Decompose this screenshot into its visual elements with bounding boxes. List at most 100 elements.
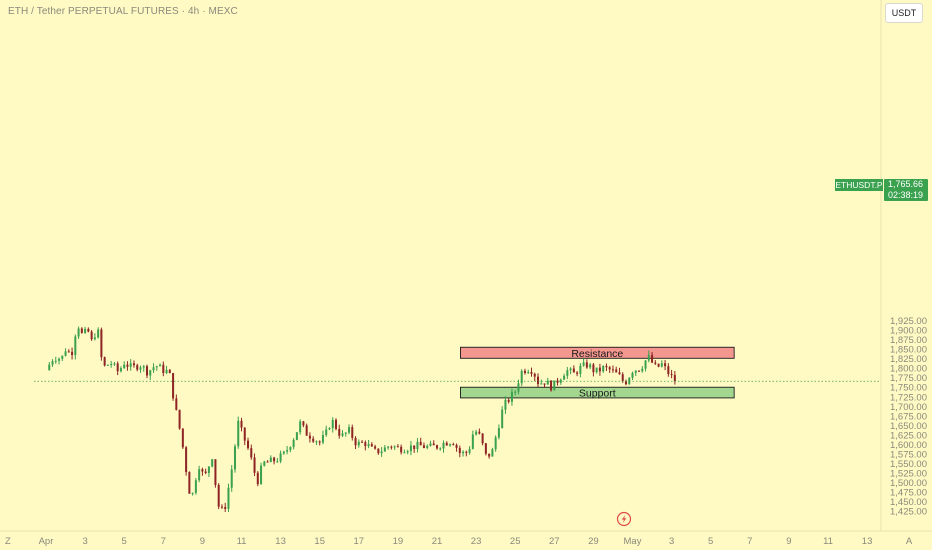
candle-body bbox=[312, 438, 315, 442]
candle-body bbox=[328, 428, 331, 430]
candle-body bbox=[364, 442, 367, 447]
candle-body bbox=[175, 398, 178, 410]
candle-body bbox=[295, 432, 298, 440]
last-price-value: 1,765.66 bbox=[888, 179, 924, 189]
y-tick-label: 1,800.00 bbox=[890, 364, 927, 375]
candle-body bbox=[657, 363, 660, 367]
x-tick-label: May bbox=[624, 536, 642, 547]
candle-body bbox=[58, 358, 61, 361]
candle-body bbox=[198, 469, 201, 481]
candle-body bbox=[507, 399, 510, 402]
x-tick-label: 5 bbox=[708, 536, 713, 547]
candle-body bbox=[260, 465, 263, 485]
resistance-zone[interactable] bbox=[460, 346, 735, 359]
y-tick-label: 1,875.00 bbox=[890, 335, 927, 346]
candle-body bbox=[103, 357, 106, 366]
candle-body bbox=[458, 447, 461, 454]
candle-body bbox=[126, 364, 129, 367]
x-tick-label: Apr bbox=[39, 536, 54, 547]
y-tick-label: 1,675.00 bbox=[890, 411, 927, 422]
candle-body bbox=[191, 492, 194, 494]
axis-corner-left[interactable]: Z bbox=[5, 536, 11, 547]
candle-body bbox=[110, 364, 113, 366]
candle-body bbox=[530, 372, 533, 374]
candle-body bbox=[93, 337, 96, 340]
candle-body bbox=[527, 372, 530, 374]
y-tick-label: 1,725.00 bbox=[890, 392, 927, 403]
candle-body bbox=[71, 351, 74, 356]
candle-body bbox=[465, 451, 468, 453]
x-tick-label: 17 bbox=[354, 536, 365, 547]
candle-body bbox=[253, 457, 256, 473]
candle-body bbox=[351, 427, 354, 438]
candle-body bbox=[520, 370, 523, 384]
candle-body bbox=[348, 427, 351, 433]
candle-body bbox=[331, 419, 334, 429]
price-axis[interactable]: 1,925.001,900.001,875.001,850.001,825.00… bbox=[890, 316, 927, 517]
candle-body bbox=[354, 437, 357, 446]
candle-body bbox=[651, 354, 654, 363]
candle-body bbox=[484, 443, 487, 454]
countdown-timer: 02:38:19 bbox=[888, 190, 924, 200]
candle-body bbox=[149, 370, 152, 376]
candle-body bbox=[194, 480, 197, 493]
candle-body bbox=[308, 435, 311, 439]
candle-body bbox=[142, 366, 145, 368]
candle-body bbox=[299, 421, 302, 433]
candle-body bbox=[429, 443, 432, 446]
candle-body bbox=[344, 432, 347, 434]
candle-body bbox=[100, 329, 103, 358]
candle-body bbox=[305, 425, 308, 436]
x-tick-label: 11 bbox=[237, 536, 247, 547]
y-tick-label: 1,900.00 bbox=[890, 326, 927, 337]
candle-body bbox=[582, 362, 585, 366]
last-price-tag: 1,765.66 02:38:19 bbox=[884, 179, 928, 201]
candle-body bbox=[159, 364, 162, 367]
y-tick-label: 1,825.00 bbox=[890, 354, 927, 365]
x-tick-label: 7 bbox=[161, 536, 166, 547]
candle-body bbox=[116, 363, 119, 372]
candle-body bbox=[419, 441, 422, 446]
y-tick-label: 1,700.00 bbox=[890, 402, 927, 413]
candle-body bbox=[641, 368, 644, 372]
candle-body bbox=[468, 448, 471, 453]
candle-body bbox=[644, 360, 647, 369]
chart-title: ETH / Tether PERPETUAL FUTURES · 4h · ME… bbox=[8, 6, 238, 17]
y-tick-label: 1,500.00 bbox=[890, 478, 927, 489]
y-tick-label: 1,525.00 bbox=[890, 468, 927, 479]
candle-body bbox=[595, 367, 598, 373]
candle-body bbox=[220, 506, 223, 508]
candle-body bbox=[442, 442, 445, 449]
candle-body bbox=[400, 446, 403, 453]
candle-body bbox=[602, 366, 605, 372]
candle-body bbox=[585, 362, 588, 368]
candle-body bbox=[370, 444, 373, 447]
x-tick-label: 9 bbox=[200, 536, 205, 547]
axis-corner-right[interactable]: A bbox=[906, 536, 913, 547]
y-tick-label: 1,575.00 bbox=[890, 449, 927, 460]
candle-body bbox=[273, 457, 276, 462]
candle-body bbox=[413, 445, 416, 450]
lightning-icon[interactable] bbox=[616, 511, 632, 527]
candle-body bbox=[576, 372, 579, 374]
candle-body bbox=[97, 329, 100, 338]
candle-body bbox=[256, 472, 259, 485]
currency-button[interactable]: USDT bbox=[885, 3, 923, 23]
candle-body bbox=[292, 439, 295, 448]
time-axis[interactable]: Apr 3 5 7 9 11 13 15 17 19 21 23 25 27 29 May 3 5 7 9 11 13 Z A bbox=[5, 536, 913, 547]
candle-body bbox=[54, 360, 57, 362]
candle-body bbox=[77, 328, 80, 337]
candle-body bbox=[387, 446, 390, 448]
x-tick-label: 3 bbox=[82, 536, 87, 547]
candle-body bbox=[286, 450, 289, 452]
candle-body bbox=[214, 459, 217, 485]
candle-body bbox=[406, 451, 409, 453]
candle-body bbox=[269, 457, 272, 463]
candle-body bbox=[48, 364, 51, 371]
candle-body bbox=[74, 336, 77, 356]
support-zone[interactable] bbox=[460, 386, 735, 399]
candle-body bbox=[341, 433, 344, 436]
y-tick-label: 1,475.00 bbox=[890, 487, 927, 498]
x-tick-label: 25 bbox=[510, 536, 521, 547]
